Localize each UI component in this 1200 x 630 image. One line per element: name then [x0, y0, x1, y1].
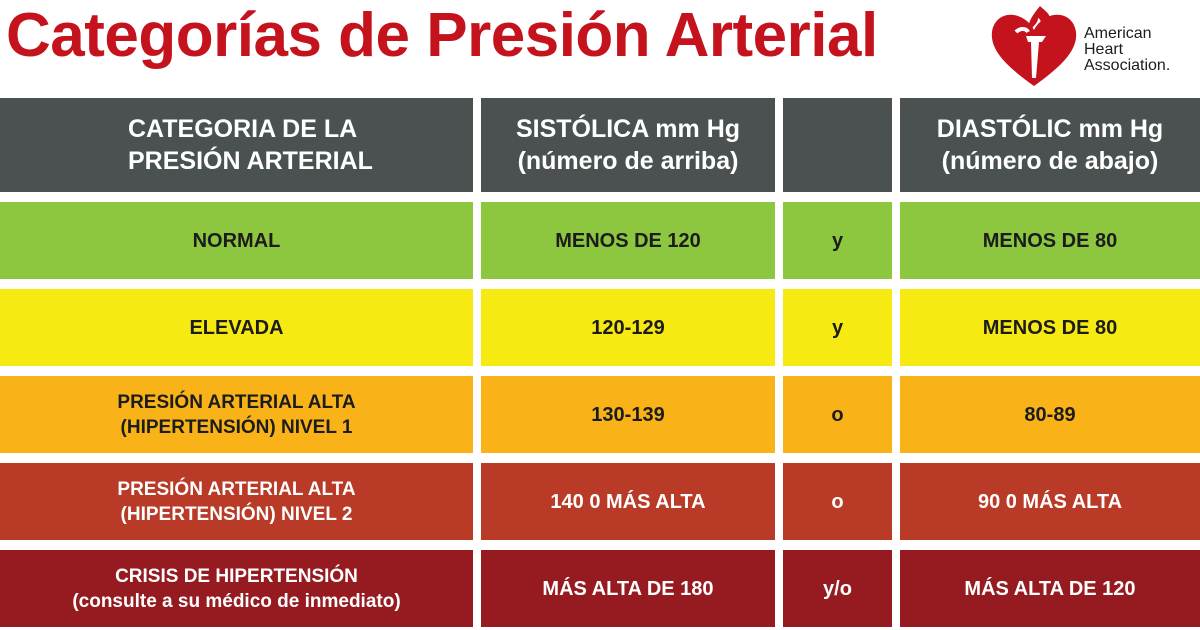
row-stage1-joiner: o [783, 376, 892, 453]
row-stage1-diastolic: 80-89 [900, 376, 1200, 453]
row-stage2-diastolic: 90 0 MÁS ALTA [900, 463, 1200, 540]
row-stage2-category: PRESIÓN ARTERIAL ALTA (HIPERTENSIÓN) NIV… [0, 463, 473, 540]
heart-torch-icon [991, 6, 1077, 86]
category-label: ELEVADA [189, 316, 284, 339]
logo-line: Association. [1084, 57, 1171, 74]
header-category-line: PRESIÓN ARTERIAL [128, 147, 373, 175]
header-diastolic-line: DIASTÓLIC mm Hg [936, 115, 1164, 143]
row-crisis-systolic: MÁS ALTA DE 180 [481, 550, 775, 627]
row-elevated-systolic: 120-129 [481, 289, 775, 366]
row-stage1-category: PRESIÓN ARTERIAL ALTA (HIPERTENSIÓN) NIV… [0, 376, 473, 453]
header-diastolic-line: (número de abajo) [941, 147, 1159, 175]
header-category-line: CATEGORIA DE LA [128, 115, 358, 143]
category-label: CRISIS DE HIPERTENSIÓN [115, 565, 358, 587]
row-elevated-diastolic: MENOS DE 80 [900, 289, 1200, 366]
category-label: NORMAL [192, 229, 281, 252]
header-systolic: SISTÓLICA mm Hg (número de arriba) [481, 98, 775, 192]
row-normal-joiner: y [783, 202, 892, 279]
header-category: CATEGORIA DE LA PRESIÓN ARTERIAL [0, 98, 473, 192]
blood-pressure-table: CATEGORIA DE LA PRESIÓN ARTERIAL SISTÓLI… [0, 98, 1200, 630]
category-label: (consulte a su médico de inmediato) [72, 590, 401, 612]
category-label: PRESIÓN ARTERIAL ALTA [117, 391, 356, 413]
category-label: (HIPERTENSIÓN) NIVEL 1 [120, 416, 353, 438]
row-normal-diastolic: MENOS DE 80 [900, 202, 1200, 279]
row-normal-category: NORMAL [0, 202, 473, 279]
header-systolic-line: (número de arriba) [517, 147, 739, 175]
row-normal-systolic: MENOS DE 120 [481, 202, 775, 279]
header-joiner [783, 98, 892, 192]
row-crisis-joiner: y/o [783, 550, 892, 627]
row-stage2-joiner: o [783, 463, 892, 540]
logo-line: American [1084, 25, 1152, 42]
page-title: Categorías de Presión Arterial [6, 1, 878, 70]
header-systolic-line: SISTÓLICA mm Hg [515, 115, 741, 143]
row-crisis-diastolic: MÁS ALTA DE 120 [900, 550, 1200, 627]
row-stage1-systolic: 130-139 [481, 376, 775, 453]
header-diastolic: DIASTÓLIC mm Hg (número de abajo) [900, 98, 1200, 192]
category-label: PRESIÓN ARTERIAL ALTA [117, 478, 356, 500]
category-label: (HIPERTENSIÓN) NIVEL 2 [120, 503, 353, 525]
logo-line: Heart [1084, 41, 1124, 58]
logo-wordmark: American Heart Association. [1084, 26, 1170, 74]
row-crisis-category: CRISIS DE HIPERTENSIÓN (consulte a su mé… [0, 550, 473, 627]
aha-logo: American Heart Association. [986, 2, 1196, 92]
row-elevated-joiner: y [783, 289, 892, 366]
row-elevated-category: ELEVADA [0, 289, 473, 366]
row-stage2-systolic: 140 0 MÁS ALTA [481, 463, 775, 540]
